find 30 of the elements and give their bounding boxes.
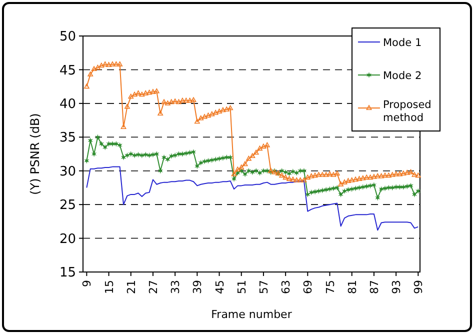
y-tick-label: 45 (59, 63, 76, 78)
legend-label: Mode 2 (383, 70, 422, 82)
x-tick-label: 69 (302, 280, 315, 294)
y-tick-label: 20 (59, 232, 76, 247)
x-tick-label: 21 (124, 280, 138, 294)
x-tick-label: 9 (80, 280, 94, 287)
x-axis-title: Frame number (211, 308, 292, 321)
x-tick-label: 15 (102, 280, 116, 294)
legend-label: Proposed method (383, 99, 432, 124)
x-tick-label: 27 (146, 280, 160, 294)
line-series (86, 166, 419, 231)
legend-label: Mode 1 (383, 37, 422, 49)
x-tick-label: 81 (346, 280, 359, 294)
y-axis-title: (Y) PSNR (dB) (28, 113, 42, 195)
x-tick-label: 63 (280, 280, 293, 294)
x-tick-label: 33 (169, 280, 182, 294)
x-tick-label: 57 (257, 280, 270, 294)
y-tick-label: 50 (59, 30, 76, 45)
x-tick-label: 75 (324, 280, 337, 294)
x-tick-label: 93 (390, 280, 404, 294)
y-tick-label: 30 (59, 164, 76, 180)
y-tick-label: 35 (59, 130, 76, 146)
x-tick-label: 51 (235, 280, 248, 294)
x-tick-label: 87 (368, 280, 381, 294)
y-tick-label: 15 (59, 266, 76, 281)
x-tick-label: 45 (213, 280, 226, 294)
y-tick-label: 25 (59, 198, 76, 214)
y-tick-label: 40 (59, 96, 76, 112)
x-tick-label: 39 (191, 280, 204, 294)
x-tick-label: 99 (412, 280, 426, 294)
